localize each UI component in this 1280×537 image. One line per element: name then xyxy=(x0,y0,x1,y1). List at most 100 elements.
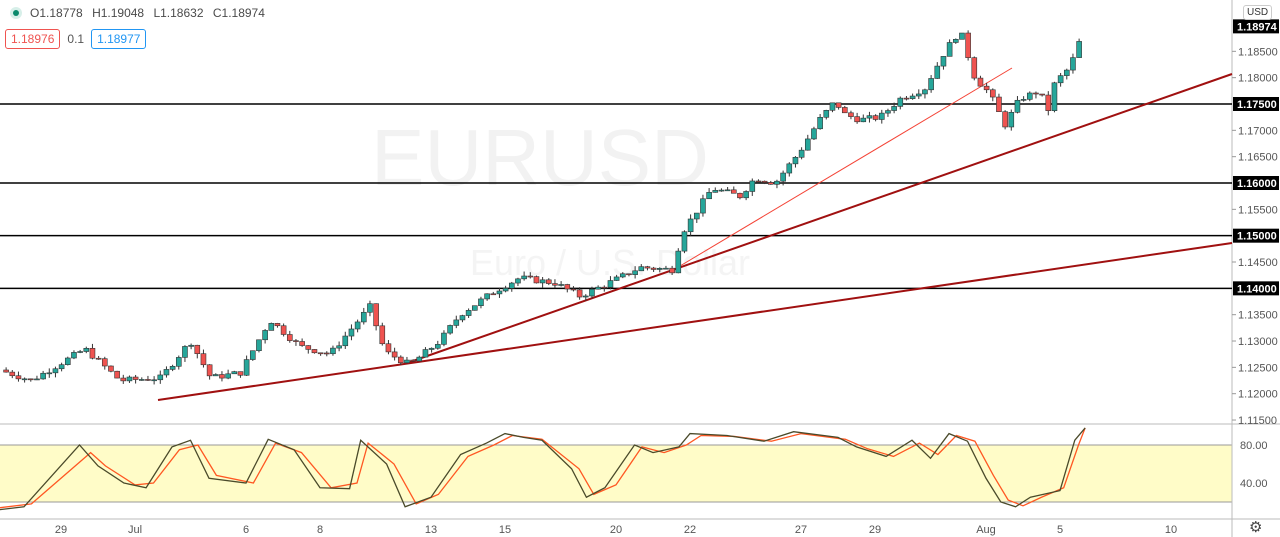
candle-body xyxy=(829,102,836,111)
price-tick-label: 1.13500 xyxy=(1238,310,1278,322)
candle-body xyxy=(706,192,712,200)
candle-body xyxy=(564,284,571,290)
candle-body xyxy=(305,345,312,350)
candle-body xyxy=(200,353,207,366)
candle-body xyxy=(484,293,490,300)
stochastic-band xyxy=(0,445,1232,502)
candle-body xyxy=(582,295,589,298)
candle-body xyxy=(971,57,978,79)
candle-body xyxy=(718,189,725,192)
candle-body xyxy=(367,303,373,313)
candle-body xyxy=(558,284,564,286)
candle-body xyxy=(157,374,164,381)
candle-body xyxy=(1020,99,1027,101)
candle-body xyxy=(77,351,83,353)
candle-body xyxy=(749,180,756,192)
level-label: 1.14000 xyxy=(1237,283,1277,295)
candle-body xyxy=(533,276,540,284)
candle-body xyxy=(286,334,293,341)
candle-body xyxy=(1039,93,1045,96)
last-price-bg xyxy=(1233,19,1279,34)
candle-body xyxy=(3,369,9,373)
candle-body xyxy=(40,372,46,380)
stochastic-d-line xyxy=(0,427,1086,509)
candle-body xyxy=(897,97,904,107)
candle-body xyxy=(841,107,848,114)
candle-body xyxy=(108,365,114,372)
candle-body xyxy=(434,344,441,349)
currency-button[interactable]: USD xyxy=(1243,5,1273,20)
candle-body xyxy=(693,212,700,220)
candle-body xyxy=(552,283,558,286)
candle-body xyxy=(959,32,965,40)
time-tick-label: 20 xyxy=(610,524,622,536)
candle-body xyxy=(169,365,176,370)
candle-body xyxy=(83,347,90,352)
candle-body xyxy=(872,115,879,120)
candle-body xyxy=(786,163,793,174)
candle-body xyxy=(780,172,786,182)
candle-body xyxy=(792,156,799,165)
candle-body xyxy=(1045,94,1052,111)
candle-body xyxy=(595,286,601,290)
settings-gear-icon[interactable]: ⚙ xyxy=(1249,519,1263,536)
candle-body xyxy=(459,315,466,321)
symbol-legend: O1.18778 H1.19048 L1.18632 C1.18974 xyxy=(10,6,271,20)
candle-body xyxy=(478,298,484,306)
candle-body xyxy=(1051,82,1058,111)
candle-body xyxy=(27,378,34,381)
trend-line xyxy=(679,67,1013,267)
candle-body xyxy=(163,369,170,376)
candle-body xyxy=(761,180,768,183)
candle-body xyxy=(175,357,182,367)
level-label: 1.17500 xyxy=(1237,99,1277,111)
candle-body xyxy=(188,344,194,347)
candle-body xyxy=(669,267,675,274)
time-tick-label: 27 xyxy=(795,524,807,536)
candle-body xyxy=(441,332,447,345)
candle-body xyxy=(194,344,201,354)
candle-body xyxy=(823,110,830,118)
time-tick-label: 13 xyxy=(425,524,437,536)
candle-body xyxy=(453,319,460,326)
level-label-bg xyxy=(1233,281,1279,296)
candle-body xyxy=(385,343,392,353)
candle-body xyxy=(650,267,657,270)
legend-open: O1.18778 xyxy=(30,6,83,20)
candle-body xyxy=(854,116,860,123)
candle-body xyxy=(545,279,552,284)
candle-body xyxy=(1070,57,1076,71)
candle-body xyxy=(712,190,719,193)
candle-body xyxy=(447,325,453,334)
candle-body xyxy=(804,138,811,151)
candle-body xyxy=(373,303,379,327)
candle-body xyxy=(996,96,1002,112)
candle-body xyxy=(940,56,947,67)
candle-body xyxy=(145,379,151,381)
symbol-watermark: EURUSD xyxy=(371,113,709,202)
candle-body xyxy=(1076,41,1082,58)
candle-body xyxy=(330,347,336,355)
candle-body xyxy=(743,191,749,199)
time-tick-label: Aug xyxy=(976,524,996,536)
candle-body xyxy=(274,323,281,327)
level-label-bg xyxy=(1233,176,1279,191)
market-status-icon xyxy=(10,7,22,19)
time-tick-label: 29 xyxy=(55,524,67,536)
candle-body xyxy=(1008,112,1015,128)
candle-body xyxy=(607,280,614,288)
legend-close: C1.18974 xyxy=(212,6,265,20)
sell-button[interactable]: 1.18976 xyxy=(5,29,61,49)
candle-body xyxy=(928,78,934,91)
last-price-label: 1.18974 xyxy=(1237,21,1278,33)
buy-button[interactable]: 1.18977 xyxy=(91,29,147,49)
candle-body xyxy=(280,325,287,335)
price-tick-label: 1.11500 xyxy=(1238,415,1277,427)
candle-body xyxy=(811,128,817,140)
candle-body xyxy=(182,346,188,358)
price-tick-label: 1.12500 xyxy=(1238,362,1278,374)
candle-body xyxy=(891,106,897,111)
level-label: 1.16000 xyxy=(1237,178,1277,190)
candle-body xyxy=(774,180,780,185)
